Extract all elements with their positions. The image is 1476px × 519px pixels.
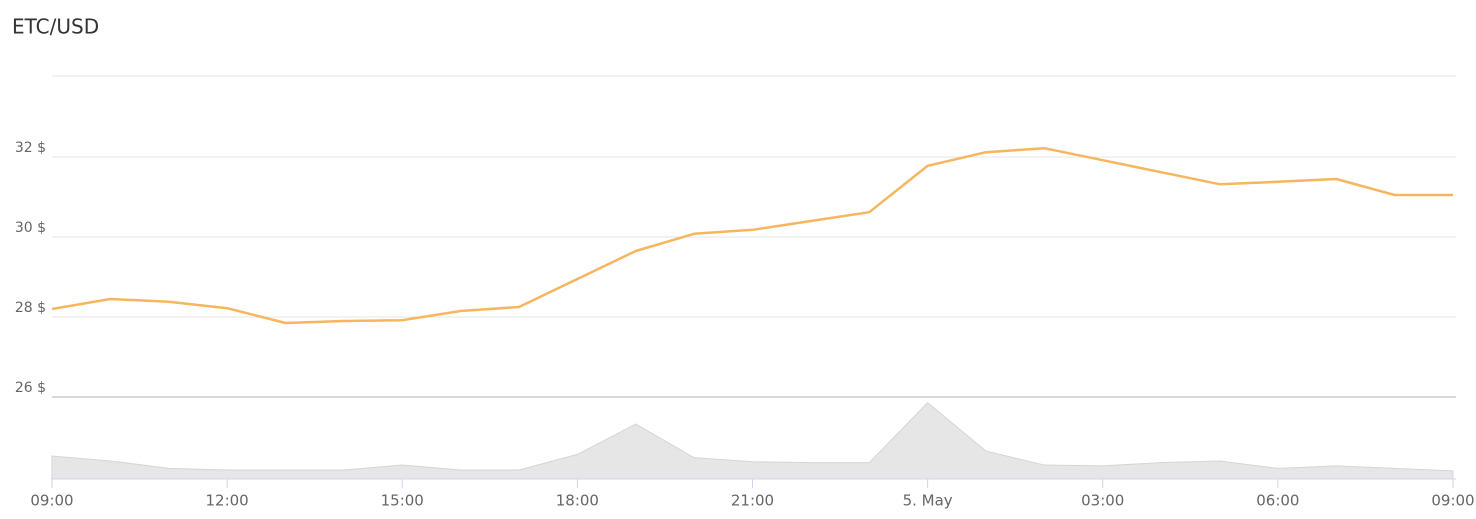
y-tick-label: 32 $: [15, 140, 46, 156]
x-tick-label: 12:00: [206, 492, 249, 510]
x-tick-label: 06:00: [1256, 492, 1299, 510]
y-tick-label: 28 $: [15, 300, 46, 316]
chart-title: ETC/USD: [12, 15, 99, 39]
y-tick-label: 26 $: [15, 380, 46, 396]
x-tick-label: 03:00: [1081, 492, 1124, 510]
x-tick-label: 15:00: [381, 492, 424, 510]
y-tick-label: 30 $: [15, 220, 46, 236]
volume-area: [51, 402, 1454, 480]
x-tick-label: 18:00: [556, 492, 599, 510]
x-tick-label: 21:00: [731, 492, 774, 510]
price-line: [51, 146, 1453, 325]
x-tick-label: 09:00: [30, 492, 73, 510]
x-tick-label: 5. May: [903, 492, 953, 510]
x-tick-label: 09:00: [1431, 492, 1474, 510]
